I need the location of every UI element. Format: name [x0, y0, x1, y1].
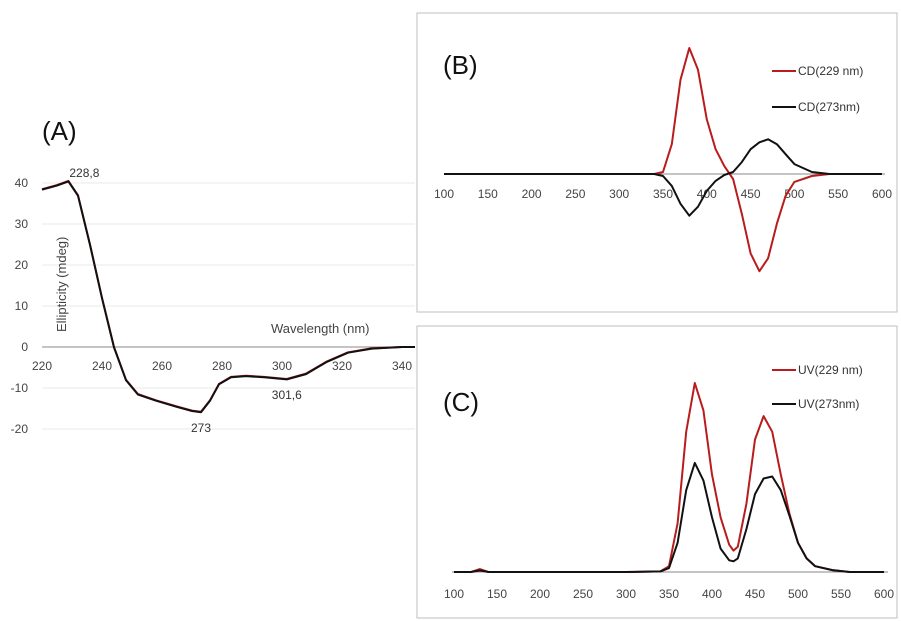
- legend-label-uv273: UV(273nm): [798, 397, 859, 411]
- chart-b-x-ticks: 100 150 200 250 300 350 400 450 500 550 600: [434, 187, 892, 201]
- chart-b-x-tick-label: 250: [565, 187, 585, 201]
- chart-b-x-tick-label: 450: [741, 187, 761, 201]
- chart-c-x-tick-label: 500: [788, 587, 808, 601]
- chart-c-x-tick-label: 550: [831, 587, 851, 601]
- panel-label-c: (C): [443, 387, 479, 417]
- chart-b-x-tick-label: 550: [828, 187, 848, 201]
- chart-c-x-tick-label: 300: [616, 587, 636, 601]
- panel-label-a: (A): [42, 116, 77, 146]
- legend-label-cd273: CD(273nm): [798, 100, 860, 114]
- chart-a-series-line-2: [41, 180, 415, 414]
- chart-a-x-tick-label: 300: [272, 359, 292, 373]
- legend-label-uv229: UV(229 nm): [798, 363, 863, 377]
- chart-b: (B) 100 150 200 250 300 350 400 450 500 550 600 CD…: [416, 12, 898, 313]
- chart-a-x-ticks: 220 240 260 280 300 320 340: [32, 359, 412, 373]
- chart-a-y-tick-label: -20: [11, 422, 29, 436]
- chart-a-annotation: 273: [191, 421, 211, 435]
- chart-c-series-line-1: [454, 382, 884, 573]
- chart-a-x-tick-label: 240: [92, 359, 112, 373]
- chart-a-y-axis-label: Ellipticity (mdeg): [54, 237, 69, 332]
- chart-a-y-tick-label: 0: [21, 340, 28, 354]
- chart-a-y-tick-label: 40: [15, 176, 29, 190]
- chart-a-x-tick-label: 320: [332, 359, 352, 373]
- chart-c-legend: UV(229 nm) UV(273nm): [772, 363, 863, 411]
- chart-a-series: [41, 179, 415, 414]
- chart-b-x-tick-label: 400: [697, 187, 717, 201]
- chart-c-x-tick-label: 450: [745, 587, 765, 601]
- chart-b-series: [444, 47, 882, 273]
- chart-b-series-line-1: [444, 47, 882, 273]
- chart-a-y-tick-label: 20: [15, 258, 29, 272]
- chart-b-frame: [416, 12, 898, 313]
- chart-a-annotation: 228,8: [69, 166, 99, 180]
- chart-c-x-ticks: 100 150 200 250 300 350 400 450 500 550 600: [444, 587, 894, 601]
- chart-a-y-tick-label: 10: [15, 299, 29, 313]
- legend-label-cd229: CD(229 nm): [798, 64, 863, 78]
- chart-a: (A) 40 30 20 10 0 -10 -20 220 240 260 280 300 320 34…: [11, 116, 415, 436]
- chart-c: (C) 100 150 200 250 300 350 400 450 500 550 600 UV…: [416, 325, 898, 619]
- chart-b-x-tick-label: 100: [434, 187, 454, 201]
- chart-a-series-line-1: [41, 179, 415, 413]
- chart-a-x-axis-label: Wavelength (nm): [271, 321, 370, 336]
- chart-a-y-tick-label: -10: [11, 381, 29, 395]
- chart-c-x-tick-label: 600: [874, 587, 894, 601]
- chart-a-annotation: 301,6: [272, 388, 302, 402]
- chart-a-x-tick-label: 260: [152, 359, 172, 373]
- chart-c-x-tick-label: 150: [487, 587, 507, 601]
- chart-c-x-tick-label: 250: [573, 587, 593, 601]
- chart-b-legend: CD(229 nm) CD(273nm): [772, 64, 863, 114]
- chart-c-x-tick-label: 100: [444, 587, 464, 601]
- chart-c-series: [454, 382, 884, 573]
- chart-a-y-tick-label: 30: [15, 217, 29, 231]
- chart-c-frame: [416, 325, 898, 619]
- chart-a-annotations: 228,8 273 301,6: [69, 166, 302, 435]
- chart-b-x-tick-label: 300: [609, 187, 629, 201]
- chart-a-y-ticks: 40 30 20 10 0 -10 -20: [11, 176, 29, 436]
- chart-c-x-tick-label: 200: [530, 587, 550, 601]
- chart-b-series-line-2: [444, 138, 882, 217]
- chart-c-x-tick-label: 400: [702, 587, 722, 601]
- chart-a-x-tick-label: 220: [32, 359, 52, 373]
- chart-a-x-tick-label: 280: [212, 359, 232, 373]
- chart-b-x-tick-label: 600: [872, 187, 892, 201]
- chart-a-gridlines: [42, 182, 415, 430]
- chart-b-x-tick-label: 350: [653, 187, 673, 201]
- chart-b-x-tick-label: 150: [478, 187, 498, 201]
- chart-a-x-tick-label: 340: [392, 359, 412, 373]
- chart-c-x-tick-label: 350: [659, 587, 679, 601]
- chart-c-series-line-2: [454, 461, 884, 573]
- chart-b-x-tick-label: 200: [522, 187, 542, 201]
- panel-label-b: (B): [443, 50, 478, 80]
